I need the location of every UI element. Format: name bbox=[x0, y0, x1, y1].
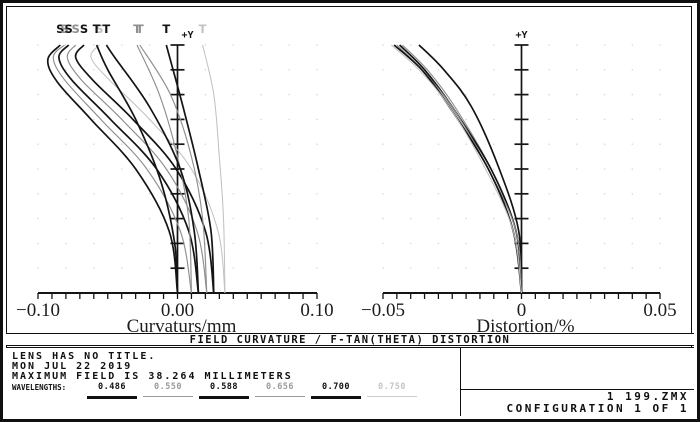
curve-label-S: S bbox=[80, 22, 88, 36]
wavelengths-label: WAVELENGTHS: bbox=[12, 383, 67, 392]
x-tick-label: −0.05 bbox=[361, 300, 405, 321]
y-axis-label: +Y bbox=[181, 30, 193, 41]
wavelength-line-sample bbox=[87, 396, 137, 399]
curve-label-T: T bbox=[93, 22, 101, 36]
x-tick-label: 0.10 bbox=[300, 300, 333, 321]
curve-label-T: T bbox=[102, 22, 110, 36]
curve-T-0.588 bbox=[105, 44, 200, 294]
max-field-line: MAXIMUM FIELD IS 38.264 MILLIMETERS bbox=[12, 371, 293, 382]
wavelength-line-sample bbox=[367, 396, 417, 397]
info-row: LENS HAS NO TITLE. MON JUL 22 2019 MAXIM… bbox=[6, 347, 694, 416]
curve-label-T: T bbox=[136, 22, 144, 36]
curve-T-0.486 bbox=[95, 44, 179, 294]
wavelength-value: 0.656 bbox=[265, 382, 295, 392]
wavelength-item: 0.656 bbox=[252, 383, 308, 397]
wavelength-item: 0.588 bbox=[196, 383, 252, 399]
analysis-title: FIELD CURVATURE / F-TAN(THETA) DISTORTIO… bbox=[189, 333, 511, 346]
curve-label-T: T bbox=[133, 22, 141, 36]
curve-S-0.550 bbox=[52, 44, 193, 294]
lens-info-box: LENS HAS NO TITLE. MON JUL 22 2019 MAXIM… bbox=[6, 348, 461, 416]
curve-label-S: S bbox=[56, 22, 64, 36]
x-axis-title: Curvaturs/mm bbox=[127, 316, 237, 337]
distortion-panel: +Y −0.05 0 0.05 Distortion/% bbox=[361, 30, 677, 337]
x-tick-label: 0.05 bbox=[643, 300, 676, 321]
field-curvature-curves bbox=[46, 44, 226, 294]
wavelength-value: 0.550 bbox=[153, 382, 183, 392]
wavelengths-row: WAVELENGTHS: 0.486 0.550 0.588 0.656 bbox=[12, 383, 460, 399]
curve-S-0.486 bbox=[46, 44, 179, 294]
curve-distortion-0.750 bbox=[390, 44, 523, 294]
config-box-footer: 1 199.ZMX CONFIGURATION 1 OF 1 bbox=[461, 388, 694, 416]
wavelength-line-sample bbox=[199, 396, 249, 399]
config-box: 1 199.ZMX CONFIGURATION 1 OF 1 bbox=[461, 348, 694, 416]
lens-title-line: LENS HAS NO TITLE. bbox=[12, 351, 157, 362]
wavelength-item: 0.550 bbox=[140, 383, 196, 397]
curve-S-0.588 bbox=[58, 44, 200, 294]
x-tick-label: 0.00 bbox=[161, 300, 194, 321]
analysis-title-bar: FIELD CURVATURE / F-TAN(THETA) DISTORTIO… bbox=[6, 333, 694, 346]
curve-distortion-0.486 bbox=[418, 44, 523, 294]
x-tick-label: 0 bbox=[517, 300, 527, 321]
y-axis-label: +Y bbox=[515, 30, 527, 41]
wavelength-item: 0.700 bbox=[308, 383, 364, 399]
curve-S-0.656 bbox=[66, 44, 208, 294]
curve-label-S: S bbox=[65, 22, 73, 36]
curve-label-S: S bbox=[95, 22, 103, 36]
config-box-empty-area bbox=[461, 348, 694, 389]
wavelength-item: 0.750 bbox=[364, 383, 420, 397]
distortion-curves bbox=[390, 44, 523, 294]
date-line: MON JUL 22 2019 bbox=[12, 361, 133, 372]
wavelength-line-sample bbox=[311, 396, 361, 399]
curve-T-0.750 bbox=[202, 44, 226, 294]
curve-T-0.656 bbox=[139, 44, 208, 294]
curve-label-S: S bbox=[60, 22, 68, 36]
curve-S-0.750 bbox=[90, 44, 226, 294]
wavelength-line-sample bbox=[143, 396, 193, 397]
wavelength-value: 0.588 bbox=[209, 382, 239, 392]
wavelength-value: 0.750 bbox=[377, 382, 407, 392]
wavelength-value: 0.700 bbox=[321, 382, 351, 392]
curve-S-0.700 bbox=[74, 44, 215, 294]
x-tick-label: −0.10 bbox=[16, 300, 60, 321]
curve-label-T: T bbox=[162, 22, 170, 36]
curve-label-T: T bbox=[199, 22, 207, 36]
curve-T-0.550 bbox=[136, 44, 193, 294]
configuration-label: CONFIGURATION 1 OF 1 bbox=[506, 401, 689, 415]
wavelength-item: 0.486 bbox=[84, 383, 140, 399]
wavelength-value: 0.486 bbox=[97, 382, 127, 392]
wavelength-line-sample bbox=[255, 396, 305, 397]
x-axis-title: Distortion/% bbox=[476, 316, 574, 337]
file-name: 1 199.ZMX bbox=[606, 389, 689, 403]
curve-T-0.700 bbox=[165, 44, 215, 294]
curve-label-S: S bbox=[72, 22, 80, 36]
